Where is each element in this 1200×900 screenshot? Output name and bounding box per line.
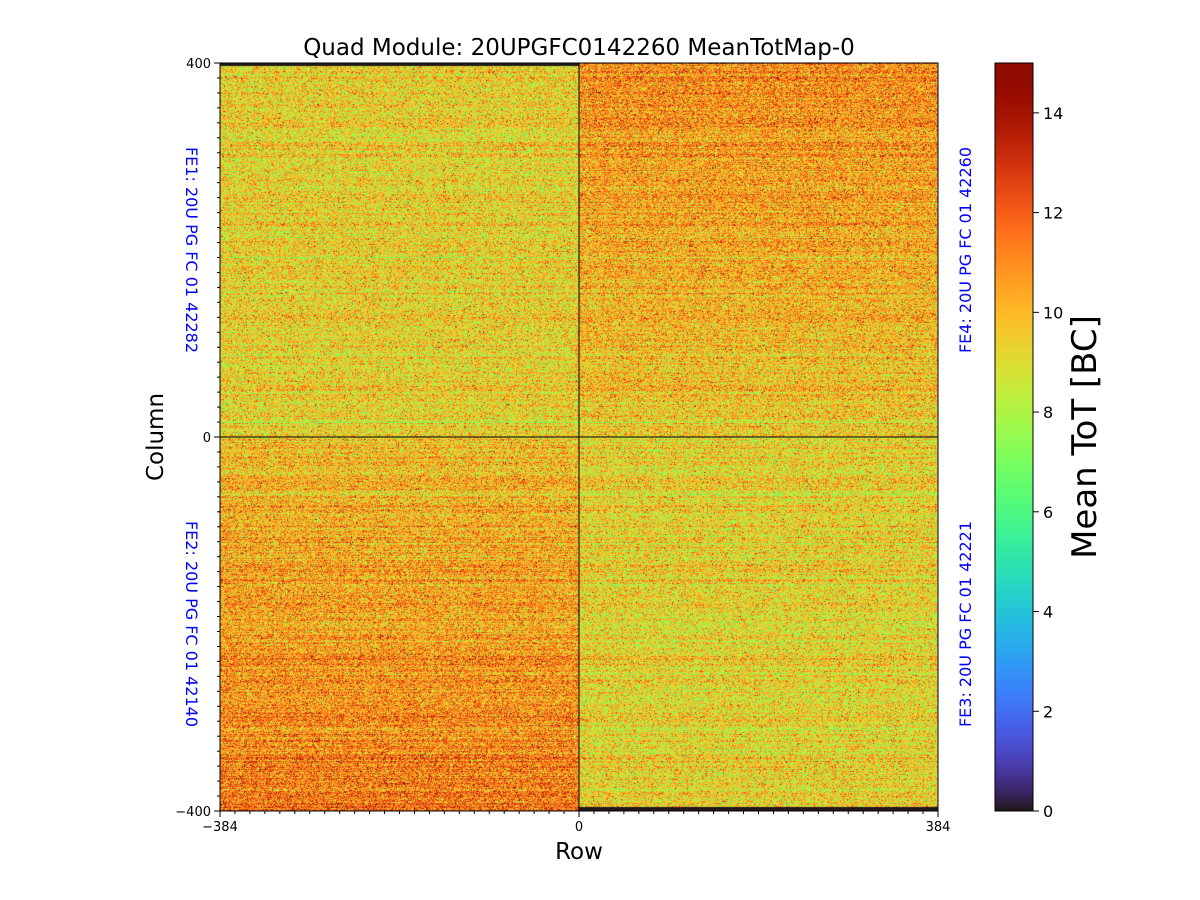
colorbar-tick-label: 10 [1043,303,1063,322]
x-tick-label: 0 [575,820,583,835]
colorbar-tick-label: 14 [1043,104,1063,123]
colorbar-gradient [995,63,1033,811]
colorbar-tick-label: 2 [1043,702,1053,721]
chart-title: Quad Module: 20UPGFC0142260 MeanTotMap-0 [303,35,855,61]
colorbar: 0 2 4 6 8 10 12 14 [994,62,1063,821]
colorbar-tick-label: 0 [1043,802,1053,821]
fe1-label: FE1: 20U PG FC 01 42282 [182,147,201,353]
colorbar-tick-label: 4 [1043,603,1053,622]
x-tick-label: −384 [202,820,238,835]
colorbar-label: Mean ToT [BC] [1065,315,1105,559]
y-tick-label: 0 [203,431,211,446]
colorbar-tick-label: 6 [1043,503,1053,522]
colorbar-tick-label: 12 [1043,204,1063,223]
x-axis-label: Row [555,839,603,865]
fe3-label: FE3: 20U PG FC 01 42221 [956,521,975,727]
y-axis-label: Column [143,393,169,481]
fe4-label: FE4: 20U PG FC 01 42260 [956,147,975,353]
fe2-label: FE2: 20U PG FC 01 42140 [182,521,201,727]
y-axis: 400 0 −400 [175,57,220,820]
quadrant-dividers [220,63,938,811]
x-tick-label: 384 [926,820,951,835]
y-tick-label: 400 [186,57,211,72]
x-axis: −384 0 384 [202,811,950,835]
y-tick-label: −400 [175,805,211,820]
colorbar-border [994,62,1034,812]
colorbar-tick-label: 8 [1043,403,1053,422]
